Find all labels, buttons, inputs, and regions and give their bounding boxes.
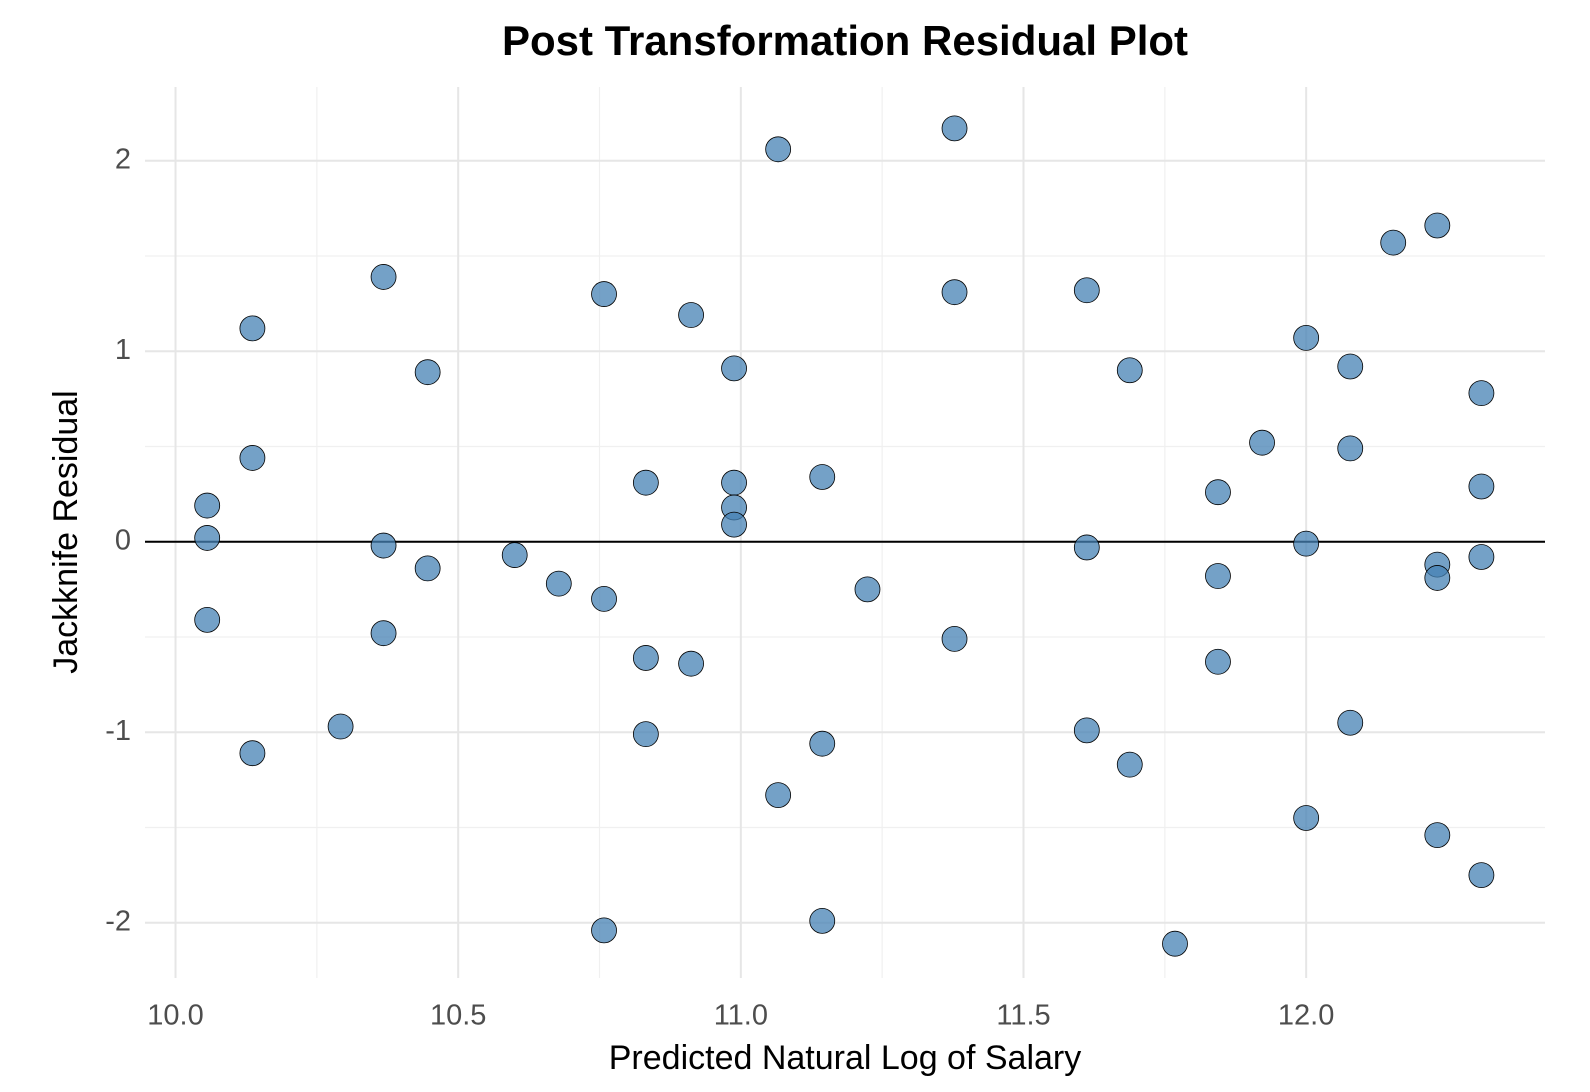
point bbox=[1116, 751, 1143, 778]
point bbox=[1468, 380, 1495, 407]
point bbox=[1468, 544, 1495, 570]
point bbox=[1073, 717, 1100, 744]
point bbox=[941, 625, 968, 652]
point bbox=[501, 542, 528, 568]
point bbox=[1116, 357, 1143, 384]
point bbox=[1205, 563, 1231, 589]
point bbox=[1337, 353, 1364, 380]
point bbox=[239, 315, 266, 342]
point bbox=[632, 721, 659, 748]
point bbox=[1073, 534, 1100, 561]
x-tick-label: 10.0 bbox=[147, 1000, 203, 1032]
point bbox=[591, 917, 617, 944]
point bbox=[809, 730, 836, 757]
point bbox=[765, 136, 792, 163]
point bbox=[545, 570, 572, 597]
y-axis-title: Jackknife Residual bbox=[47, 390, 85, 673]
point bbox=[591, 281, 617, 307]
point bbox=[941, 115, 968, 142]
point bbox=[1337, 709, 1364, 736]
y-tick-label: 0 bbox=[115, 524, 131, 556]
point bbox=[809, 464, 836, 490]
point bbox=[370, 264, 397, 290]
point bbox=[239, 740, 266, 767]
point bbox=[591, 585, 617, 612]
point bbox=[1424, 565, 1451, 591]
point bbox=[721, 469, 747, 496]
point bbox=[194, 525, 221, 551]
point bbox=[414, 359, 441, 386]
point bbox=[1468, 862, 1495, 889]
point bbox=[721, 511, 747, 538]
x-tick-label: 11.5 bbox=[996, 1000, 1050, 1032]
point bbox=[721, 355, 747, 382]
point bbox=[414, 555, 441, 582]
point bbox=[678, 302, 704, 328]
y-tick-label: -2 bbox=[105, 905, 131, 937]
point bbox=[1380, 229, 1407, 256]
point bbox=[632, 469, 659, 496]
point bbox=[941, 279, 968, 306]
x-tick-label: 11.0 bbox=[714, 1000, 768, 1032]
point bbox=[765, 782, 792, 809]
point bbox=[1249, 429, 1275, 456]
point bbox=[194, 492, 221, 519]
point bbox=[1293, 805, 1320, 831]
x-tick-label: 12.0 bbox=[1278, 1000, 1334, 1032]
point bbox=[1468, 473, 1495, 500]
point bbox=[1293, 530, 1320, 557]
point bbox=[1424, 212, 1451, 239]
point bbox=[809, 907, 836, 934]
y-tick-label: 2 bbox=[115, 143, 131, 175]
x-tick-label: 10.5 bbox=[430, 1000, 486, 1032]
point bbox=[678, 650, 704, 677]
point bbox=[854, 576, 881, 603]
point bbox=[239, 445, 266, 471]
point bbox=[1337, 435, 1364, 462]
point bbox=[1162, 930, 1188, 957]
point bbox=[1205, 479, 1231, 506]
point bbox=[1424, 822, 1451, 849]
point bbox=[194, 606, 221, 633]
point bbox=[1293, 324, 1320, 351]
point bbox=[1073, 277, 1100, 304]
y-tick-label: -1 bbox=[105, 715, 131, 747]
point bbox=[370, 532, 397, 559]
chart-title: Post Transformation Residual Plot bbox=[502, 17, 1188, 64]
y-tick-label: 1 bbox=[115, 334, 131, 366]
x-axis-title: Predicted Natural Log of Salary bbox=[609, 1039, 1081, 1077]
point bbox=[632, 645, 659, 671]
point bbox=[370, 620, 397, 647]
point bbox=[1205, 648, 1231, 675]
point bbox=[327, 713, 354, 740]
